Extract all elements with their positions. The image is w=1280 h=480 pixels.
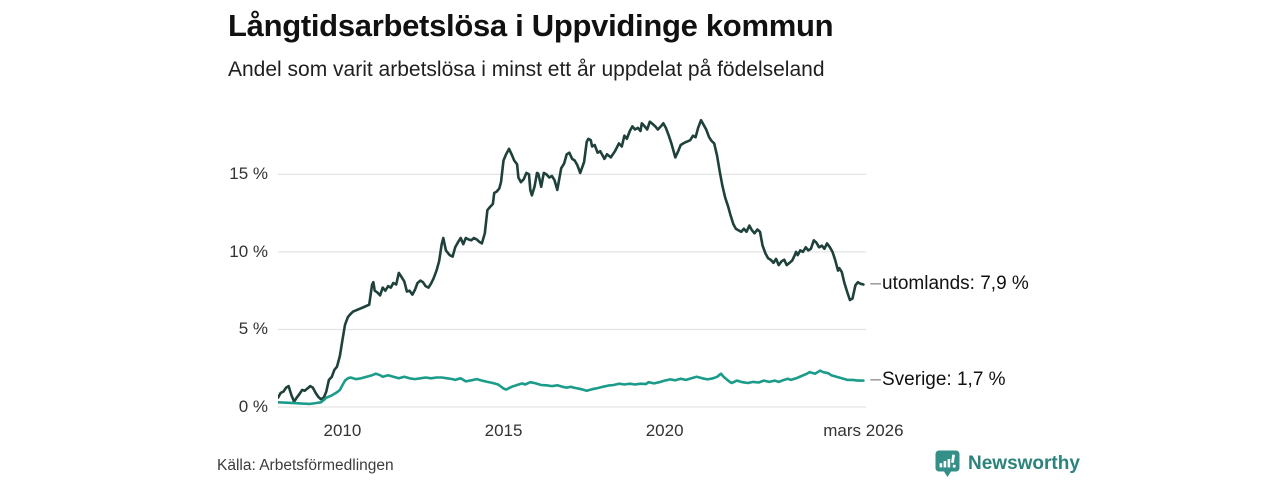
source-note: Källa: Arbetsförmedlingen: [217, 457, 394, 474]
x-tick-label: 2010: [323, 421, 362, 440]
label-connector-dash: –: [870, 272, 881, 294]
series-end-label-text: utomlands: 7,9 %: [882, 272, 1029, 294]
x-tick-label: 2020: [645, 421, 684, 440]
line-chart-plot: [278, 118, 866, 408]
chart-subtitle: Andel som varit arbetslösa i minst ett å…: [228, 58, 825, 81]
newsworthy-logo: Newsworthy: [935, 450, 1080, 478]
newsworthy-icon: [935, 450, 960, 477]
x-tick-label: 2015: [484, 421, 523, 440]
x-tick-label: mars 2026: [823, 421, 904, 440]
y-tick-label: 10 %: [229, 241, 268, 261]
series-line-utomlands: [278, 118, 865, 403]
series-line-Sverige: [278, 369, 865, 406]
series-end-label-text: Sverige: 1,7 %: [882, 368, 1006, 390]
y-tick-label: 0 %: [238, 397, 268, 416]
y-tick-label: 5 %: [238, 319, 268, 339]
series-end-label-utomlands: –utomlands: 7,9 %: [870, 273, 1028, 295]
y-tick-label: 15 %: [229, 164, 268, 184]
label-connector-dash: –: [870, 368, 881, 390]
series-end-label-Sverige: –Sverige: 1,7 %: [870, 369, 1005, 391]
newsworthy-wordmark: Newsworthy: [968, 453, 1080, 474]
chart-title: Långtidsarbetslösa i Uppvidinge kommun: [228, 8, 834, 43]
